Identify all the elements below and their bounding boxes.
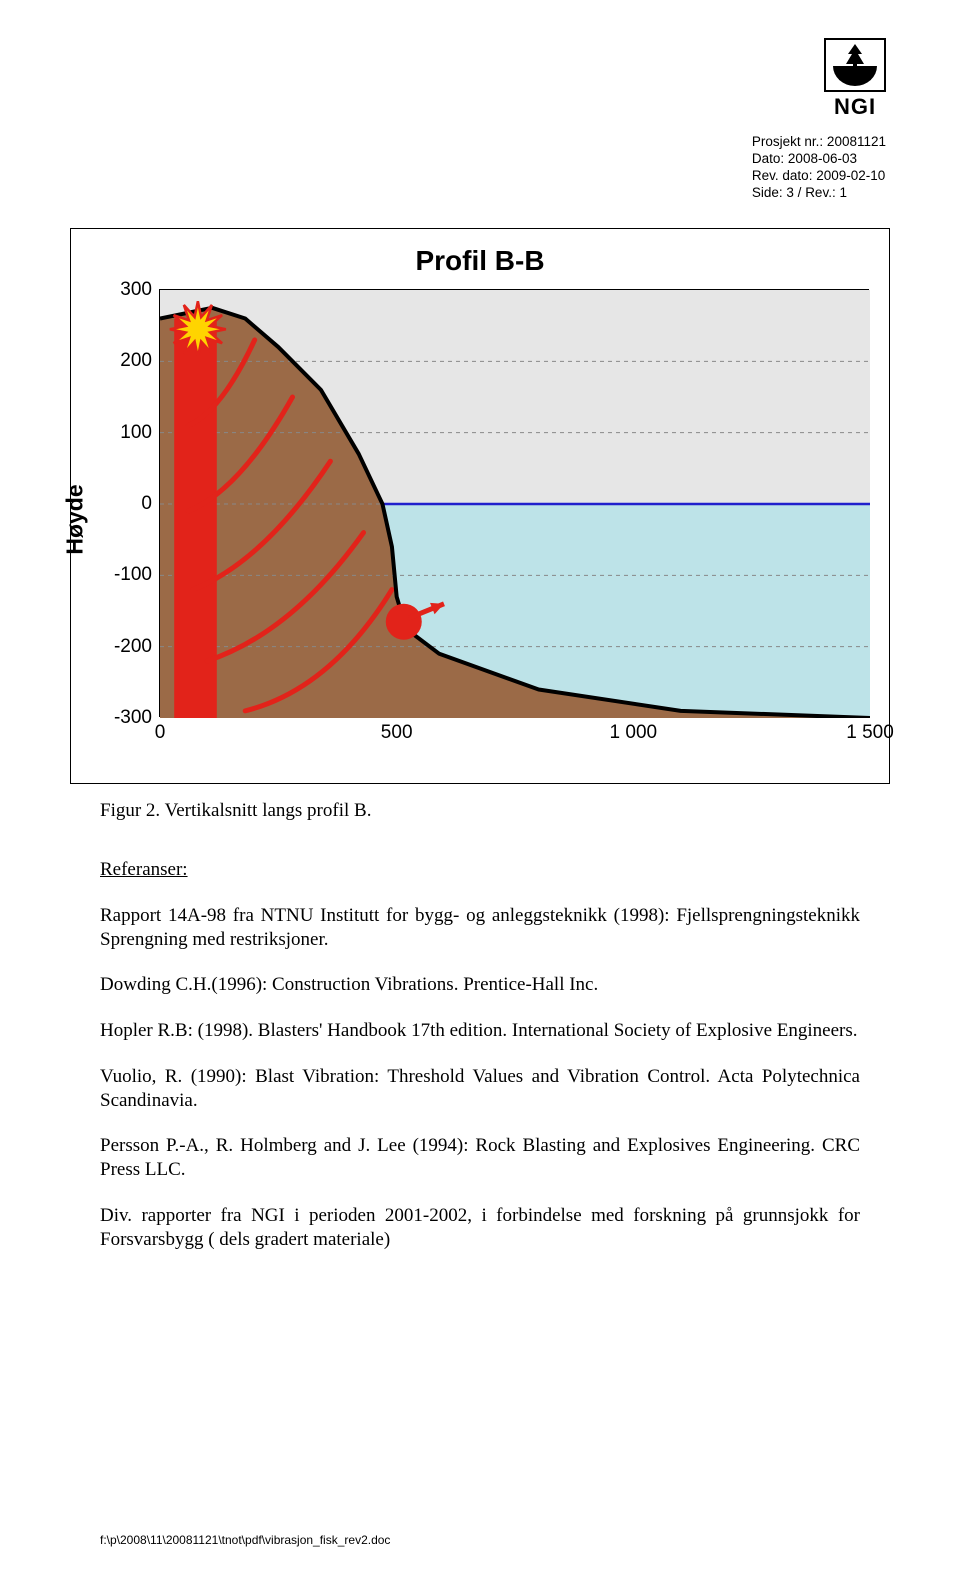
y-tick-label: 200 <box>98 350 152 372</box>
y-tick-label: -300 <box>98 707 152 729</box>
x-tick-label: 1 500 <box>846 722 894 744</box>
logo-text: NGI <box>824 94 886 120</box>
references-list: Rapport 14A-98 fra NTNU Institutt for by… <box>100 904 860 1252</box>
reference-item: Div. rapporter fra NGI i perioden 2001-2… <box>100 1204 860 1252</box>
logo-frame <box>824 38 886 92</box>
references-heading: Referanser: <box>100 858 860 882</box>
meta-page: Side: 3 / Rev.: 1 <box>752 185 886 202</box>
meta-revdate: Rev. dato: 2009-02-10 <box>752 168 886 185</box>
references-section: Referanser: Rapport 14A-98 fra NTNU Inst… <box>100 858 860 1273</box>
figure-caption: Figur 2. Vertikalsnitt langs profil B. <box>100 800 371 822</box>
document-meta: Prosjekt nr.: 20081121 Dato: 2008-06-03 … <box>752 134 886 202</box>
bowl-icon <box>833 66 877 86</box>
reference-item: Hopler R.B: (1998). Blasters' Handbook 1… <box>100 1019 860 1043</box>
y-axis-label: Høyde <box>62 484 89 554</box>
ngi-logo: NGI <box>824 38 886 118</box>
x-tick-label: 500 <box>381 722 413 744</box>
y-tick-label: -100 <box>98 564 152 586</box>
y-tick-label: 100 <box>98 422 152 444</box>
y-tick-label: 0 <box>98 493 152 515</box>
x-tick-label: 1 000 <box>610 722 658 744</box>
meta-date: Dato: 2008-06-03 <box>752 151 886 168</box>
reference-item: Rapport 14A-98 fra NTNU Institutt for by… <box>100 904 860 952</box>
x-tick-label: 0 <box>155 722 166 744</box>
reference-item: Persson P.-A., R. Holmberg and J. Lee (1… <box>100 1134 860 1182</box>
figure-container: Profil B-B Høyde 3002001000-100-200-3000… <box>70 228 890 784</box>
reference-item: Vuolio, R. (1990): Blast Vibration: Thre… <box>100 1065 860 1113</box>
chart-title: Profil B-B <box>415 245 544 277</box>
plot-area: 3002001000-100-200-30005001 0001 500 <box>159 289 869 717</box>
y-tick-label: 300 <box>98 279 152 301</box>
y-tick-label: -200 <box>98 636 152 658</box>
reference-item: Dowding C.H.(1996): Construction Vibrati… <box>100 973 860 997</box>
plot-svg <box>160 290 870 718</box>
meta-project: Prosjekt nr.: 20081121 <box>752 134 886 151</box>
footer-filepath: f:\p\2008\11\20081121\tnot\pdf\vibrasjon… <box>100 1533 390 1547</box>
